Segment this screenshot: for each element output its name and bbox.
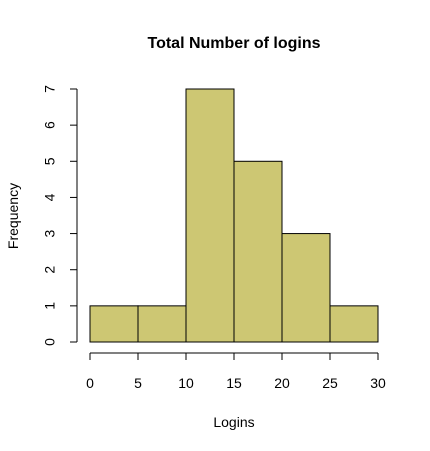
y-tick-label: 5 — [42, 157, 58, 165]
histogram-bar-15-20 — [233, 160, 283, 343]
x-axis-label: Logins — [213, 414, 254, 430]
histogram-bar-10-15 — [185, 88, 235, 343]
histogram-bar-20-25 — [281, 233, 331, 343]
histogram-bar-25-30 — [329, 305, 379, 343]
y-tick-label: 4 — [42, 193, 58, 201]
y-tick-label: 1 — [42, 302, 58, 310]
histogram-bar-0-5 — [89, 305, 139, 343]
y-tick-label: 6 — [42, 121, 58, 129]
x-tick-label: 0 — [86, 375, 94, 391]
bars-layer — [89, 88, 379, 343]
x-tick-label: 15 — [226, 375, 242, 391]
y-tick-label: 2 — [42, 266, 58, 274]
y-tick-label: 7 — [42, 85, 58, 93]
x-tick-label: 10 — [178, 375, 194, 391]
x-tick-label: 5 — [134, 375, 142, 391]
x-tick-label: 30 — [370, 375, 386, 391]
x-tick-label: 20 — [274, 375, 290, 391]
x-tick-label: 25 — [322, 375, 338, 391]
y-tick-label: 3 — [42, 229, 58, 237]
y-tick-label: 0 — [42, 338, 58, 346]
chart-title: Total Number of logins — [147, 35, 320, 52]
histogram-bar-5-10 — [137, 305, 187, 343]
x-axis: 0 5 10 15 20 25 30 — [86, 352, 386, 391]
y-axis-label: Frequency — [5, 183, 21, 249]
y-axis: 0 1 2 3 4 5 6 7 — [42, 85, 78, 346]
